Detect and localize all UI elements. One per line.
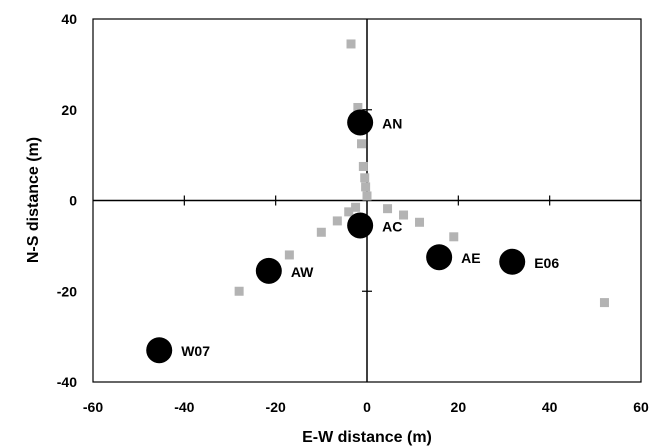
y-tick-label: 40: [61, 11, 77, 27]
sensor-point: [361, 182, 371, 192]
sensor-point: [284, 250, 294, 260]
station-point: [255, 257, 282, 284]
x-tick-label: 20: [451, 399, 467, 415]
sensor-point: [362, 191, 372, 201]
station-point: [499, 248, 526, 275]
x-tick-label: 0: [363, 399, 371, 415]
sensor-point: [316, 227, 326, 237]
sensor-point: [344, 207, 354, 217]
y-tick-label: -20: [57, 283, 77, 299]
station-point: [347, 212, 374, 239]
station-point: [146, 337, 173, 364]
station-label: AC: [382, 218, 402, 234]
station-point: [347, 109, 374, 136]
station-label: W07: [181, 343, 210, 359]
sensor-point: [358, 161, 368, 171]
sensor-point: [360, 173, 370, 183]
x-axis-title: E-W distance (m): [302, 429, 432, 446]
x-tick-label: 60: [633, 399, 649, 415]
station-label: AW: [291, 264, 314, 280]
tick-labels: -60 -40 -20 0 20 40 60 -40 -20 0 20 40: [57, 11, 649, 415]
sensor-point: [332, 216, 342, 226]
sensor-point: [351, 202, 361, 212]
station-point: [426, 244, 453, 271]
sensor-point: [415, 217, 425, 227]
x-tick-label: -60: [83, 399, 103, 415]
sensor-point: [353, 102, 363, 112]
axes: [93, 19, 641, 382]
sensor-point: [449, 232, 459, 242]
x-tick-label: -20: [266, 399, 286, 415]
station-label: AE: [461, 250, 480, 266]
station-label: AN: [382, 115, 402, 131]
station-label: E06: [534, 255, 559, 271]
sensor-point: [383, 204, 393, 214]
x-tick-label: 40: [542, 399, 558, 415]
y-tick-label: 0: [69, 193, 77, 209]
y-axis-title: N-S distance (m): [25, 137, 42, 263]
y-tick-label: -40: [57, 374, 77, 390]
x-tick-label: -40: [174, 399, 194, 415]
sensor-point: [234, 286, 244, 296]
sensor-markers: [234, 39, 609, 308]
sensor-point: [346, 39, 356, 49]
y-tick-label: 20: [61, 102, 77, 118]
sensor-point: [357, 139, 367, 149]
sensor-point: [399, 210, 409, 220]
sensor-point: [599, 298, 609, 308]
station-markers: AN AC AW AE E06 W07: [146, 109, 559, 364]
